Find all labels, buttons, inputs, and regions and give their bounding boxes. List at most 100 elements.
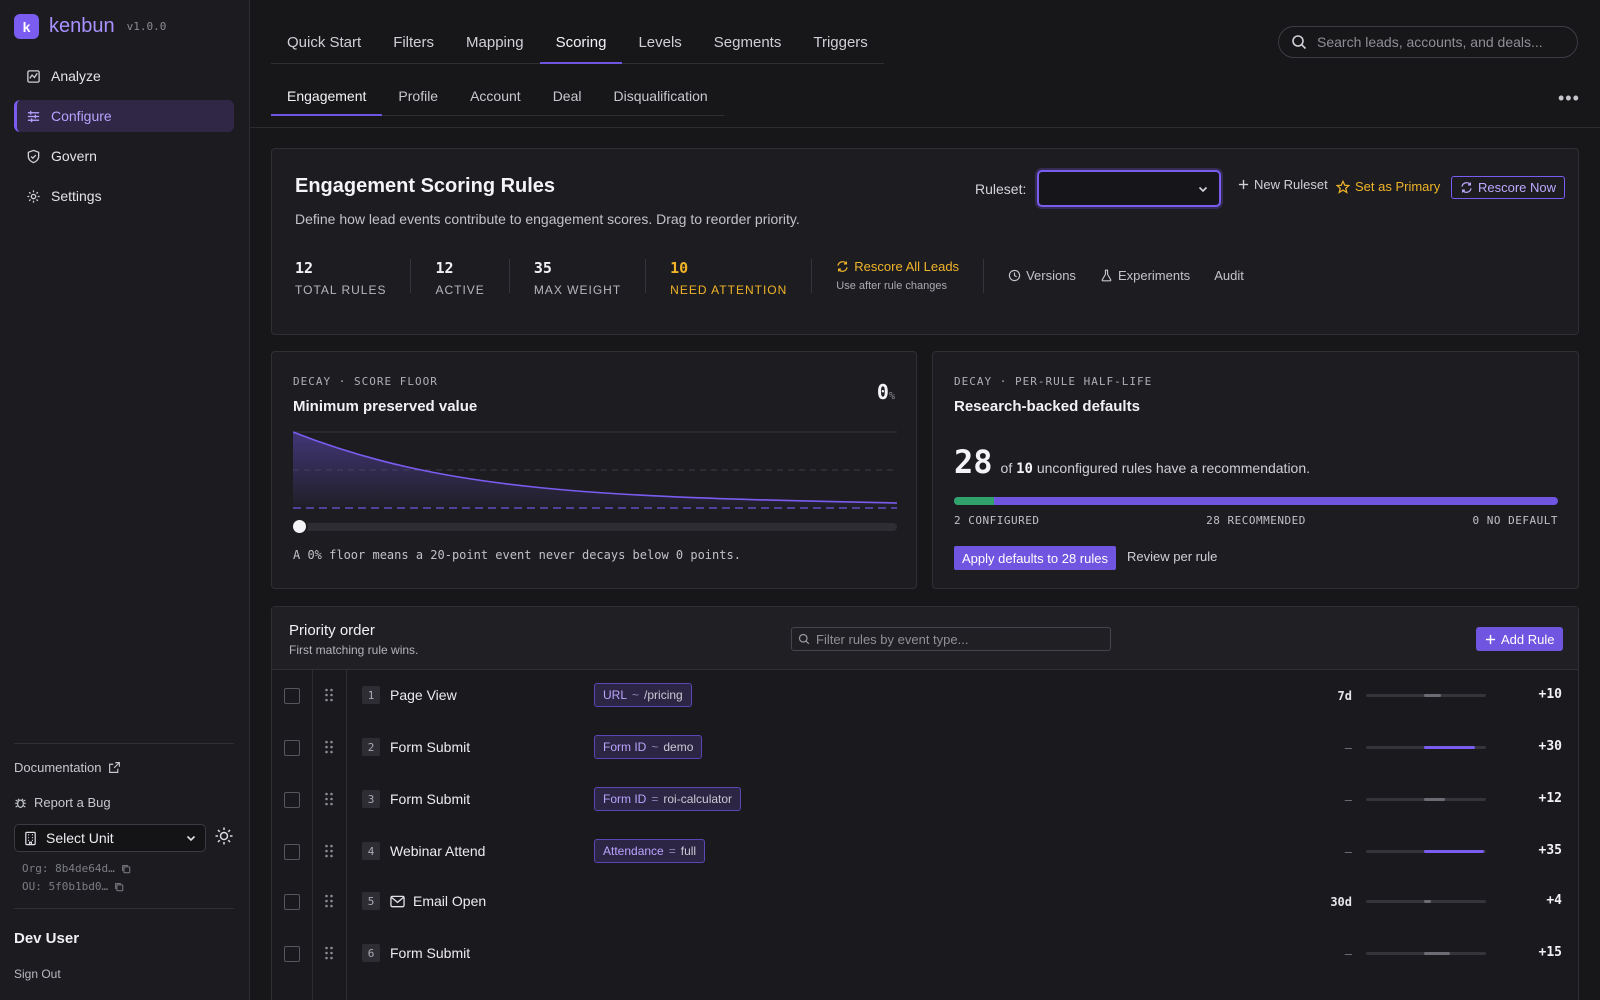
search-input[interactable]: Search leads, accounts, and deals... [1278,26,1578,58]
apply-defaults-button[interactable]: Apply defaults to 28 rules [954,546,1116,570]
rule-row[interactable]: 5 Email Open 30d +4 [272,876,1578,928]
stat-label: ACTIVE [435,283,485,297]
tab-engagement[interactable]: Engagement [271,80,383,116]
tab-profile[interactable]: Profile [398,88,439,104]
rule-condition[interactable]: URL ~ /pricing [594,683,692,707]
recommendation-summary: 28 of 10 unconfigured rules have a recom… [954,443,1310,481]
experiments-label: Experiments [1117,268,1191,283]
legend-configured: 2 CONFIGURED [954,514,1040,527]
weight-bar-fill [1424,798,1445,801]
rule-checkbox[interactable] [284,792,300,808]
rule-row[interactable]: 1 Page View URL ~ /pricing 7d +10 [272,670,1578,722]
rule-checkbox[interactable] [284,946,300,962]
floor-slider-thumb[interactable] [291,518,308,535]
legend-recommended: 28 RECOMMENDED [1206,514,1306,527]
stat-value: 12 [435,259,454,277]
priority-subtitle: First matching rule wins. [289,643,419,657]
rule-index: 6 [362,944,380,962]
sidebar-item-analyze[interactable]: Analyze [14,60,234,92]
tab-disqualification[interactable]: Disqualification [613,88,708,104]
experiments-link[interactable]: Experiments [1100,268,1190,283]
new-ruleset-button[interactable]: New Ruleset [1238,177,1328,192]
rule-event-label: Page View [390,687,457,703]
tab-scoring[interactable]: Scoring [539,24,623,64]
unit-select[interactable]: Select Unit [14,824,206,852]
rule-checkbox[interactable] [284,894,300,910]
tab-mapping[interactable]: Mapping [466,34,524,51]
card-eyebrow: DECAY · PER-RULE HALF-LIFE [954,375,1153,388]
rule-row[interactable]: 3 Form Submit Form ID = roi-calculator — +… [272,774,1578,826]
condition-value: roi-calculator [663,792,733,806]
configured-segment [954,497,994,505]
documentation-link[interactable]: Documentation [14,760,121,775]
sidebar-item-label: Govern [51,148,97,164]
rule-index: 1 [362,686,380,704]
add-rule-button[interactable]: Add Rule [1476,627,1564,651]
sidebar-item-label: Analyze [51,68,101,84]
weight-bar-fill [1424,952,1450,955]
floor-value-number: 0 [876,380,889,404]
versions-link[interactable]: Versions [1008,268,1076,283]
review-per-rule-link[interactable]: Review per rule [1127,549,1218,564]
user-name: Dev User [14,930,80,947]
rule-condition[interactable]: Form ID = roi-calculator [594,787,742,811]
decay-curve-chart [293,431,897,509]
rule-event: Form Submit [390,945,470,961]
floor-slider[interactable] [291,518,897,535]
set-primary-button[interactable]: Set as Primary [1336,179,1440,194]
tab-deal[interactable]: Deal [552,88,582,104]
rule-row[interactable]: 2 Form Submit Form ID ~ demo — +30 [272,722,1578,774]
set-primary-label: Set as Primary [1355,179,1441,194]
rule-checkbox[interactable] [284,688,300,704]
stat-value: 12 [295,259,314,277]
rule-row[interactable]: 6 Form Submit — +15 [272,928,1578,980]
more-options-icon[interactable]: ••• [1558,88,1580,108]
drag-handle-icon[interactable] [324,688,334,702]
rule-event-label: Form Submit [390,739,471,755]
drag-handle-icon[interactable] [324,894,334,908]
drag-handle-icon[interactable] [324,946,334,960]
rule-weight: +12 [1538,791,1562,806]
theme-toggle-icon[interactable] [214,826,234,846]
copy-icon[interactable] [114,882,124,892]
tab-account[interactable]: Account [470,88,521,104]
ruleset-select[interactable] [1037,170,1221,207]
weight-bar [1366,850,1486,853]
rescore-now-button[interactable]: Rescore Now [1451,176,1566,199]
sign-out-link[interactable]: Sign Out [14,967,61,981]
column-divider [346,670,347,1000]
stat-need-attention[interactable]: 10 NEED ATTENTION [670,259,813,297]
sidebar-item-govern[interactable]: Govern [14,140,234,172]
rescore-now-label: Rescore Now [1478,180,1557,195]
rule-checkbox[interactable] [284,844,300,860]
audit-link[interactable]: Audit [1214,268,1244,283]
tab-levels[interactable]: Levels [638,34,682,51]
rule-condition[interactable]: Form ID ~ demo [594,735,703,759]
rescore-all-hint: Use after rule changes [836,280,947,292]
brand[interactable]: k kenbun v1.0.0 [14,14,166,39]
rule-filter-input[interactable]: Filter rules by event type... [791,627,1111,651]
rule-checkbox[interactable] [284,740,300,756]
rule-condition[interactable]: Attendance = full [594,839,706,863]
rescore-all-button[interactable]: Rescore All Leads [836,259,959,274]
report-bug-link[interactable]: Report a Bug [14,795,111,810]
scoring-rules-card: Engagement Scoring Rules Define how lead… [271,148,1579,335]
column-divider [312,670,313,1000]
tab-triggers[interactable]: Triggers [813,34,868,51]
floor-value: 0% [877,380,895,404]
tab-quick-start[interactable]: Quick Start [287,34,362,51]
drag-handle-icon[interactable] [324,740,334,754]
drag-handle-icon[interactable] [324,792,334,806]
stat-label: NEED ATTENTION [670,283,788,297]
sidebar-item-settings[interactable]: Settings [14,180,234,212]
condition-field: Form ID [603,740,647,754]
chart-icon [27,69,40,83]
sidebar-item-configure[interactable]: Configure [14,100,234,132]
plus-icon [1485,634,1496,644]
tab-segments[interactable]: Segments [713,34,782,51]
rule-row[interactable]: 4 Webinar Attend Attendance = full — +35 [272,826,1578,878]
drag-handle-icon[interactable] [324,844,334,858]
copy-icon[interactable] [121,864,131,874]
sidebar-nav: Analyze Configure Govern Settings [14,60,234,220]
tab-filters[interactable]: Filters [393,34,435,51]
